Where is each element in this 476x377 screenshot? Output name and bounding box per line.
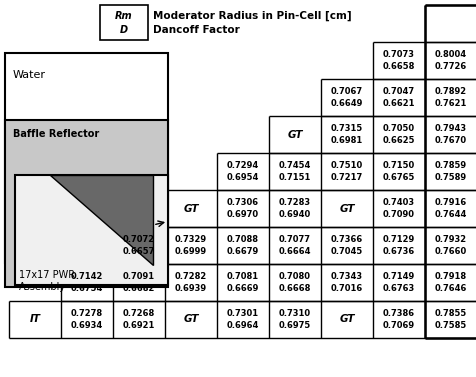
Text: GT: GT (287, 130, 302, 139)
Text: 0.7859: 0.7859 (434, 161, 466, 170)
Text: 0.6682: 0.6682 (122, 284, 155, 293)
Text: GT: GT (338, 314, 354, 325)
Text: 0.6658: 0.6658 (382, 62, 414, 71)
Text: 0.7943: 0.7943 (434, 124, 466, 133)
Text: Baffle Reflector: Baffle Reflector (13, 129, 99, 139)
Text: 0.6657: 0.6657 (122, 247, 155, 256)
Text: 0.6754: 0.6754 (70, 284, 103, 293)
Text: 0.7016: 0.7016 (330, 284, 362, 293)
Text: 0.7670: 0.7670 (434, 136, 466, 145)
Text: 0.7129: 0.7129 (382, 235, 414, 244)
Text: 0.6668: 0.6668 (278, 284, 310, 293)
Bar (15, 175, 168, 285)
Text: D: D (119, 25, 128, 35)
Text: 0.8004: 0.8004 (434, 50, 466, 59)
Text: 0.7149: 0.7149 (382, 272, 414, 281)
Text: 0.6940: 0.6940 (278, 210, 310, 219)
Text: 17x17 PWR
Assembly: 17x17 PWR Assembly (19, 270, 75, 291)
Text: 0.6679: 0.6679 (227, 247, 258, 256)
Text: 0.7343: 0.7343 (330, 272, 362, 281)
Text: 0.6970: 0.6970 (227, 210, 258, 219)
Text: 0.7726: 0.7726 (434, 62, 466, 71)
Text: 0.6939: 0.6939 (175, 284, 207, 293)
Text: 0.6621: 0.6621 (382, 99, 415, 108)
Text: 0.7081: 0.7081 (227, 272, 258, 281)
Text: 0.7916: 0.7916 (434, 198, 466, 207)
Text: 0.7589: 0.7589 (434, 173, 466, 182)
Text: 0.7067: 0.7067 (330, 87, 362, 96)
Text: 0.7268: 0.7268 (123, 309, 155, 318)
Text: 0.7892: 0.7892 (434, 87, 466, 96)
Text: 0.7088: 0.7088 (227, 235, 258, 244)
Text: 0.6649: 0.6649 (330, 99, 362, 108)
Text: 0.7283: 0.7283 (278, 198, 310, 207)
Text: 0.7069: 0.7069 (382, 321, 414, 330)
Text: 0.6765: 0.6765 (382, 173, 414, 182)
Bar (100, 5, 148, 40)
Text: 0.6999: 0.6999 (175, 247, 207, 256)
Text: 0.7918: 0.7918 (434, 272, 466, 281)
Text: 0.6763: 0.6763 (382, 284, 414, 293)
Text: 0.7091: 0.7091 (123, 272, 155, 281)
Text: 0.6975: 0.6975 (278, 321, 310, 330)
Text: 0.7073: 0.7073 (382, 50, 414, 59)
Text: 0.6669: 0.6669 (226, 284, 258, 293)
Text: 0.7142: 0.7142 (70, 272, 103, 281)
Text: Water: Water (13, 70, 46, 80)
Text: 0.6964: 0.6964 (226, 321, 258, 330)
Text: 0.7329: 0.7329 (175, 235, 207, 244)
Text: 0.7217: 0.7217 (330, 173, 362, 182)
Text: 0.7621: 0.7621 (434, 99, 466, 108)
Text: 0.7386: 0.7386 (382, 309, 414, 318)
Text: 0.6625: 0.6625 (382, 136, 415, 145)
Text: Dancoff Factor: Dancoff Factor (153, 25, 239, 35)
Text: 0.7315: 0.7315 (330, 124, 362, 133)
Text: 0.7403: 0.7403 (382, 198, 414, 207)
Text: 0.7855: 0.7855 (434, 309, 466, 318)
Text: 0.7510: 0.7510 (330, 161, 362, 170)
Text: 0.7282: 0.7282 (175, 272, 207, 281)
Text: 0.7306: 0.7306 (227, 198, 258, 207)
Text: 0.6921: 0.6921 (122, 321, 155, 330)
Text: 0.7366: 0.7366 (330, 235, 362, 244)
Bar (5, 53, 168, 263)
Text: 0.6934: 0.6934 (71, 321, 103, 330)
Text: GT: GT (183, 314, 198, 325)
Text: Rm: Rm (115, 11, 132, 21)
Text: 0.6954: 0.6954 (226, 173, 258, 182)
Text: 0.7045: 0.7045 (330, 247, 362, 256)
Text: 0.7660: 0.7660 (434, 247, 466, 256)
Text: IT: IT (30, 314, 40, 325)
Text: 0.7644: 0.7644 (434, 210, 466, 219)
Text: 0.7301: 0.7301 (227, 309, 258, 318)
Text: 0.6736: 0.6736 (382, 247, 414, 256)
Text: 0.7050: 0.7050 (382, 124, 414, 133)
Text: 0.7454: 0.7454 (278, 161, 310, 170)
Text: 0.7151: 0.7151 (278, 173, 310, 182)
Text: 0.7585: 0.7585 (434, 321, 466, 330)
Text: 0.7080: 0.7080 (278, 272, 310, 281)
Text: 0.7932: 0.7932 (434, 235, 466, 244)
Text: 0.7310: 0.7310 (278, 309, 310, 318)
Text: 0.7077: 0.7077 (278, 235, 310, 244)
Text: Moderator Radius in Pin-Cell [cm]: Moderator Radius in Pin-Cell [cm] (153, 11, 351, 21)
Text: 0.7072: 0.7072 (123, 235, 155, 244)
Text: 0.7090: 0.7090 (382, 210, 414, 219)
Bar (5, 120, 168, 287)
Text: 0.6981: 0.6981 (330, 136, 362, 145)
Text: 0.6664: 0.6664 (278, 247, 311, 256)
Text: 0.7047: 0.7047 (382, 87, 414, 96)
Text: GT: GT (183, 204, 198, 213)
Text: 0.7150: 0.7150 (382, 161, 414, 170)
Text: GT: GT (338, 204, 354, 213)
Text: 0.7646: 0.7646 (434, 284, 466, 293)
Text: 0.7294: 0.7294 (227, 161, 258, 170)
Text: 0.7278: 0.7278 (71, 309, 103, 318)
Polygon shape (50, 175, 153, 265)
